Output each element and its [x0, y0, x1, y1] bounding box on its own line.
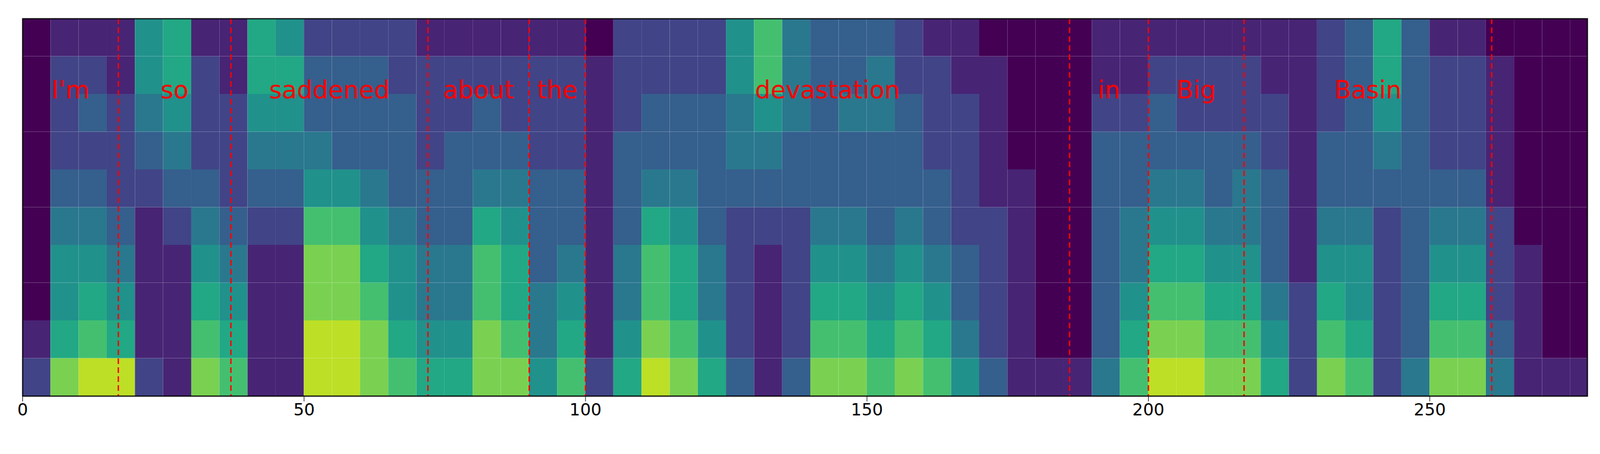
svg-text:Basin: Basin [1334, 75, 1402, 105]
svg-text:50: 50 [293, 399, 315, 420]
svg-text:saddened: saddened [268, 75, 390, 105]
svg-text:0: 0 [17, 399, 28, 420]
svg-text:100: 100 [569, 399, 602, 420]
svg-text:Big: Big [1176, 75, 1216, 105]
svg-text:so: so [160, 75, 189, 105]
svg-text:about: about [442, 75, 514, 105]
svg-text:250: 250 [1413, 399, 1446, 420]
svg-text:in: in [1097, 75, 1121, 105]
svg-text:the: the [537, 75, 578, 105]
svg-text:150: 150 [851, 399, 884, 420]
svg-text:200: 200 [1132, 399, 1165, 420]
svg-text:devastation: devastation [754, 75, 900, 105]
svg-text:I'm: I'm [51, 75, 90, 105]
